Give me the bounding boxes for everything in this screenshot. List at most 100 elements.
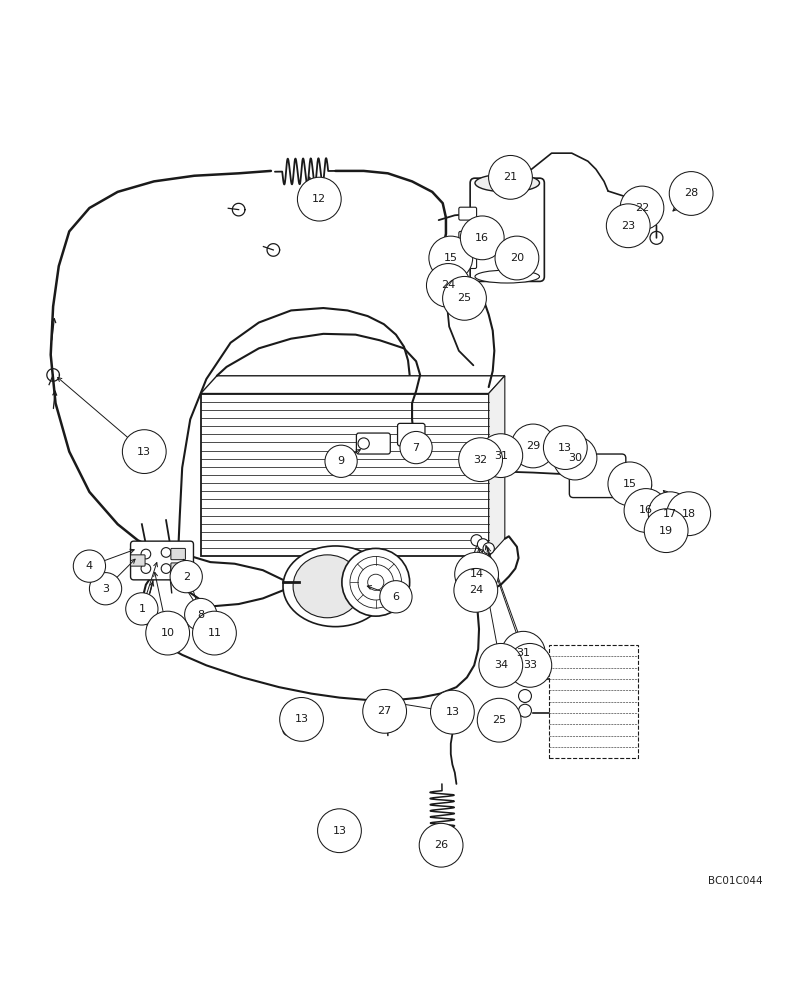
Text: 34: 34	[494, 660, 508, 670]
Circle shape	[419, 823, 463, 867]
FancyBboxPatch shape	[170, 548, 185, 560]
Ellipse shape	[475, 270, 540, 283]
Text: 24: 24	[441, 280, 456, 290]
Ellipse shape	[475, 174, 540, 192]
Circle shape	[431, 690, 474, 734]
FancyBboxPatch shape	[470, 178, 545, 281]
Circle shape	[74, 550, 106, 582]
Circle shape	[508, 643, 552, 687]
Circle shape	[544, 426, 587, 469]
Circle shape	[325, 445, 357, 477]
Circle shape	[455, 552, 499, 596]
Circle shape	[192, 611, 236, 655]
Circle shape	[363, 689, 406, 733]
Circle shape	[519, 704, 532, 717]
FancyBboxPatch shape	[459, 256, 477, 269]
Circle shape	[380, 581, 412, 613]
Circle shape	[122, 430, 166, 473]
Text: 9: 9	[338, 456, 345, 466]
Circle shape	[478, 539, 489, 550]
Text: 13: 13	[332, 826, 347, 836]
Circle shape	[454, 568, 498, 612]
Circle shape	[669, 172, 713, 215]
Text: 25: 25	[457, 293, 472, 303]
Text: 27: 27	[377, 706, 392, 716]
Circle shape	[523, 673, 536, 686]
FancyBboxPatch shape	[459, 207, 477, 220]
Circle shape	[90, 573, 122, 605]
Circle shape	[342, 548, 410, 616]
Text: 15: 15	[623, 479, 637, 489]
Text: 13: 13	[558, 443, 572, 453]
Circle shape	[126, 593, 158, 625]
Text: 12: 12	[312, 194, 326, 204]
Text: 13: 13	[137, 447, 151, 457]
Polygon shape	[200, 394, 489, 556]
Text: 22: 22	[635, 203, 649, 213]
FancyBboxPatch shape	[356, 433, 390, 454]
Text: 15: 15	[444, 253, 458, 263]
Circle shape	[478, 698, 521, 742]
Circle shape	[519, 690, 532, 702]
Circle shape	[297, 177, 341, 221]
Text: 31: 31	[494, 451, 507, 461]
Circle shape	[608, 462, 652, 506]
FancyBboxPatch shape	[170, 563, 185, 574]
Text: 28: 28	[684, 188, 698, 198]
Circle shape	[620, 186, 664, 230]
Circle shape	[471, 535, 482, 546]
Circle shape	[495, 236, 539, 280]
Text: 16: 16	[639, 505, 653, 515]
Text: 33: 33	[523, 660, 537, 670]
Text: 7: 7	[413, 443, 419, 453]
Circle shape	[667, 492, 710, 536]
Circle shape	[479, 434, 523, 478]
Text: 2: 2	[183, 572, 190, 582]
Circle shape	[624, 489, 668, 532]
Circle shape	[358, 565, 393, 600]
Circle shape	[427, 264, 470, 307]
Circle shape	[145, 611, 190, 655]
Circle shape	[648, 492, 692, 536]
Text: 8: 8	[197, 610, 204, 620]
Text: BC01C044: BC01C044	[709, 876, 763, 886]
Circle shape	[606, 204, 650, 248]
Circle shape	[502, 631, 545, 675]
Text: 24: 24	[469, 585, 483, 595]
Circle shape	[644, 509, 688, 553]
Text: 11: 11	[208, 628, 221, 638]
Text: 21: 21	[503, 172, 518, 182]
Text: 13: 13	[295, 714, 309, 724]
Circle shape	[429, 236, 473, 280]
Text: 20: 20	[510, 253, 524, 263]
Polygon shape	[489, 376, 505, 556]
Text: 23: 23	[621, 221, 635, 231]
Circle shape	[400, 431, 432, 464]
FancyBboxPatch shape	[131, 555, 145, 566]
FancyBboxPatch shape	[398, 423, 425, 446]
Circle shape	[489, 155, 532, 199]
Circle shape	[511, 424, 555, 468]
Text: 32: 32	[473, 455, 488, 465]
FancyBboxPatch shape	[459, 231, 477, 244]
Text: 17: 17	[663, 509, 677, 519]
Circle shape	[461, 216, 504, 260]
Circle shape	[459, 438, 503, 482]
FancyBboxPatch shape	[131, 541, 193, 580]
Text: 18: 18	[682, 509, 696, 519]
Text: 1: 1	[138, 604, 145, 614]
Text: 31: 31	[516, 648, 530, 658]
Text: 29: 29	[526, 441, 541, 451]
Circle shape	[483, 543, 494, 554]
Text: 16: 16	[475, 233, 489, 243]
Text: 13: 13	[445, 707, 460, 717]
Circle shape	[350, 556, 402, 608]
Text: 10: 10	[161, 628, 175, 638]
Circle shape	[443, 276, 486, 320]
Circle shape	[318, 809, 361, 853]
Text: 14: 14	[469, 569, 484, 579]
Text: 25: 25	[492, 715, 507, 725]
Ellipse shape	[293, 555, 362, 618]
Polygon shape	[200, 376, 505, 394]
Circle shape	[633, 477, 643, 488]
